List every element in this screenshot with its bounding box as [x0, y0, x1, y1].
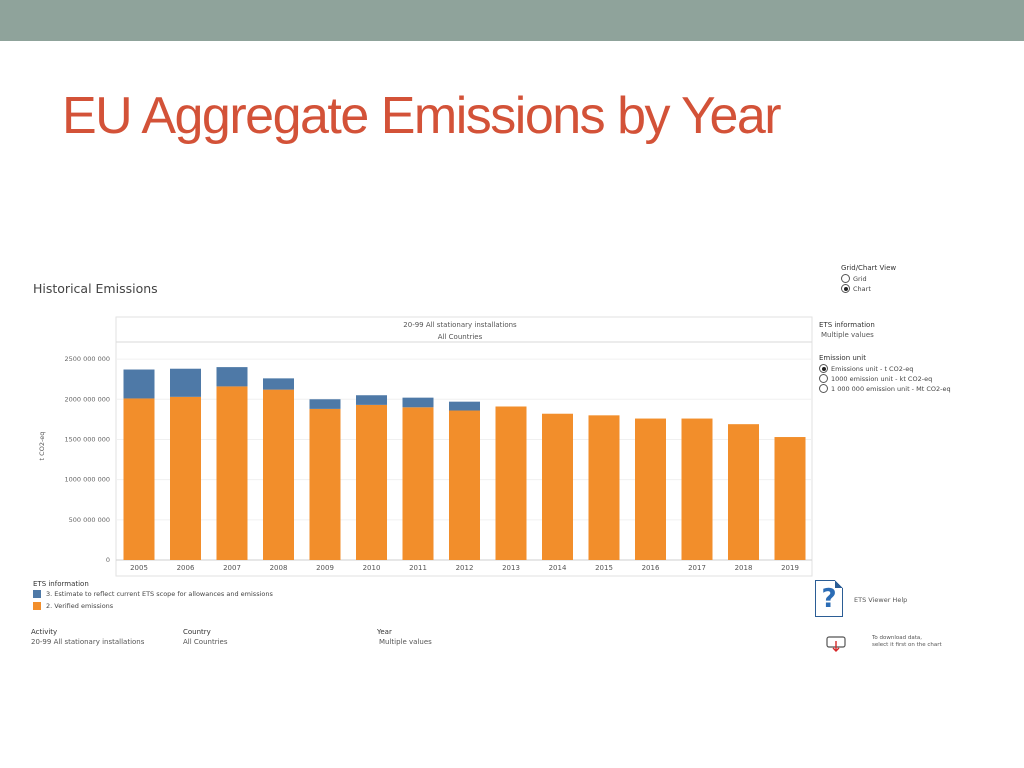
- x-tick-label: 2016: [642, 564, 660, 572]
- x-tick-label: 2015: [595, 564, 613, 572]
- x-tick-label: 2005: [130, 564, 148, 572]
- legend-label-verified: 2. Verified emissions: [46, 602, 114, 610]
- y-axis-label: t CO2-eq: [38, 432, 46, 461]
- view-option-chart-label: Chart: [853, 284, 871, 293]
- x-tick-label: 2008: [270, 564, 288, 572]
- emission-unit-option-t-label: Emissions unit - t CO2-eq: [831, 364, 914, 373]
- bar-verified: [588, 415, 620, 560]
- emission-unit-option-kt[interactable]: 1000 emission unit - kt CO2-eq: [819, 374, 932, 383]
- top-band: [0, 0, 1024, 41]
- radio-unit-mt[interactable]: [819, 384, 828, 393]
- x-tick-label: 2017: [688, 564, 706, 572]
- bar-verified: [309, 408, 341, 560]
- emission-unit-option-mt[interactable]: 1 000 000 emission unit - Mt CO2-eq: [819, 384, 951, 393]
- ets-info-label: ETS information: [819, 321, 875, 329]
- legend-title: ETS information: [33, 580, 89, 588]
- chart-header-line2: All Countries: [438, 333, 483, 341]
- bar-verified: [123, 398, 155, 560]
- emission-unit-option-mt-label: 1 000 000 emission unit - Mt CO2-eq: [831, 384, 951, 393]
- bar-verified: [635, 418, 666, 560]
- radio-chart[interactable]: [841, 284, 850, 293]
- radio-grid[interactable]: [841, 274, 850, 283]
- download-hint-line1: To download data,: [872, 635, 923, 641]
- view-option-grid[interactable]: Grid: [841, 274, 867, 283]
- legend-label-estimate: 3. Estimate to reflect current ETS scope…: [46, 590, 273, 598]
- x-tick-label: 2009: [316, 564, 334, 572]
- legend-swatch-verified: [33, 602, 41, 610]
- radio-unit-t[interactable]: [819, 364, 828, 373]
- filter-country-label: Country: [183, 628, 211, 636]
- bar-estimate: [402, 397, 434, 408]
- bar-estimate: [309, 399, 341, 409]
- x-tick-label: 2010: [363, 564, 381, 572]
- filter-activity-label: Activity: [31, 628, 58, 636]
- bar-estimate: [356, 395, 387, 405]
- view-toggle-label: Grid/Chart View: [841, 264, 897, 272]
- bar-estimate: [123, 369, 155, 399]
- x-tick-label: 2013: [502, 564, 520, 572]
- ets-info-value[interactable]: Multiple values: [821, 331, 874, 339]
- x-tick-label: 2007: [223, 564, 241, 572]
- x-tick-label: 2006: [177, 564, 195, 572]
- bar-verified: [495, 406, 527, 560]
- bar-verified: [216, 386, 248, 560]
- y-tick-label: 2500 000 000: [65, 355, 111, 363]
- chart-frame: [115, 316, 813, 577]
- bar-verified: [356, 404, 387, 560]
- filter-activity-value[interactable]: 20-99 All stationary installations: [31, 638, 145, 646]
- emission-unit-option-kt-label: 1000 emission unit - kt CO2-eq: [831, 374, 933, 383]
- x-tick-label: 2014: [549, 564, 567, 572]
- y-tick-label: 1500 000 000: [65, 435, 111, 443]
- dashboard-title: Historical Emissions: [33, 281, 158, 296]
- bar-estimate: [216, 367, 248, 387]
- slide-title: EU Aggregate Emissions by Year: [62, 87, 782, 145]
- filter-year-value[interactable]: Multiple values: [379, 638, 432, 646]
- bar-verified: [402, 407, 434, 560]
- filter-country-value[interactable]: All Countries: [183, 638, 228, 646]
- bar-verified: [542, 413, 573, 560]
- radio-unit-kt[interactable]: [819, 374, 828, 383]
- bar-estimate: [170, 368, 201, 397]
- question-document-icon[interactable]: ?: [815, 580, 843, 617]
- help-label[interactable]: ETS Viewer Help: [854, 596, 908, 604]
- bar-verified: [728, 424, 759, 560]
- x-tick-label: 2011: [409, 564, 427, 572]
- filter-year-label: Year: [377, 628, 392, 636]
- x-tick-label: 2012: [456, 564, 474, 572]
- y-tick-label: 2000 000 000: [65, 395, 111, 403]
- download-hint-line2: select it first on the chart: [872, 642, 942, 648]
- x-tick-label: 2019: [781, 564, 799, 572]
- bar-verified: [681, 418, 713, 560]
- bar-verified: [263, 389, 294, 560]
- y-tick-label: 0: [106, 556, 110, 564]
- bar-estimate: [263, 378, 294, 390]
- y-tick-label: 500 000 000: [69, 516, 110, 524]
- legend-swatch-estimate: [33, 590, 41, 598]
- bar-verified: [449, 410, 480, 560]
- emission-unit-option-t[interactable]: Emissions unit - t CO2-eq: [819, 364, 913, 373]
- bar-verified: [170, 396, 201, 560]
- chart-header-line1: 20-99 All stationary installations: [403, 321, 517, 329]
- x-tick-label: 2018: [735, 564, 753, 572]
- bar-estimate: [449, 401, 480, 411]
- view-option-chart[interactable]: Chart: [841, 284, 871, 293]
- legend-item-verified[interactable]: 2. Verified emissions: [33, 602, 113, 610]
- view-option-grid-label: Grid: [853, 274, 867, 283]
- download-icon[interactable]: [826, 636, 846, 652]
- emission-unit-label: Emission unit: [819, 354, 866, 362]
- bar-verified: [774, 437, 806, 560]
- legend-item-estimate[interactable]: 3. Estimate to reflect current ETS scope…: [33, 590, 273, 598]
- y-tick-label: 1000 000 000: [65, 476, 111, 484]
